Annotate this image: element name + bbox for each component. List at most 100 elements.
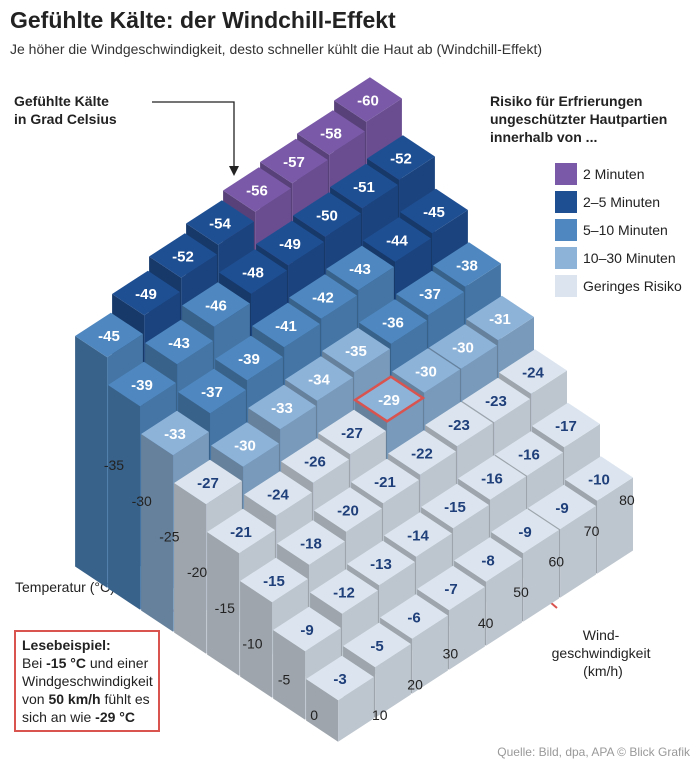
block-top xyxy=(466,295,534,341)
value-label: -51 xyxy=(353,179,375,196)
value-label: -60 xyxy=(357,93,379,110)
annotation-part: -15 °C xyxy=(46,655,86,671)
y-tick-label: 70 xyxy=(584,523,600,539)
block-top xyxy=(367,135,435,180)
value-label: -45 xyxy=(423,204,445,221)
block-top xyxy=(174,459,242,505)
value-label: -9 xyxy=(555,500,568,517)
block-top xyxy=(491,508,559,554)
annotation-part: Bei xyxy=(22,655,47,671)
value-label-line: in Grad Celsius xyxy=(14,111,117,127)
chart-title: Gefühlte Kälte: der Windchill-Effekt xyxy=(10,7,396,33)
value-label: -24 xyxy=(522,365,544,382)
block-top xyxy=(565,456,633,501)
value-label: -31 xyxy=(489,311,511,328)
highlight-outline xyxy=(352,375,426,423)
value-label: Gefühlte Kälte in Grad Celsius xyxy=(14,93,117,127)
value-label: -24 xyxy=(267,487,289,504)
block-top xyxy=(215,335,283,381)
value-label: -33 xyxy=(271,400,293,417)
value-label: -16 xyxy=(481,471,503,488)
value-label: -27 xyxy=(341,425,363,442)
block-right-face xyxy=(375,644,411,718)
x-tick-label: -10 xyxy=(242,636,262,652)
block-top xyxy=(256,220,324,266)
legend-title-line: ungeschützter Hautpartien xyxy=(490,111,667,127)
block-top xyxy=(211,422,279,467)
value-label: -45 xyxy=(98,328,120,345)
block-top xyxy=(281,438,349,483)
block: -3 xyxy=(306,655,374,742)
y-axis-label-line: geschwindigkeit xyxy=(552,645,651,661)
annotation-part: 50 km/h xyxy=(48,691,101,707)
value-label: -21 xyxy=(374,474,396,491)
blocks: -60-52-58-45-51-57-38-44-50-56-31-37-43-… xyxy=(75,77,633,742)
value-label: -38 xyxy=(456,258,478,275)
annotation-part: -29 °C xyxy=(95,709,135,725)
x-tick-label: -5 xyxy=(278,671,291,687)
block-top xyxy=(380,594,448,639)
block-top xyxy=(248,384,316,430)
legend-label: 2–5 Minuten xyxy=(583,194,660,210)
block-top xyxy=(417,565,485,611)
value-label: -44 xyxy=(386,233,408,250)
value-label: -9 xyxy=(300,622,313,639)
value-label: -41 xyxy=(275,318,297,335)
value-label: -23 xyxy=(485,393,507,410)
annotation-text: Bei -15 °C und einer Windgeschwindigkeit… xyxy=(22,654,153,726)
value-label: -50 xyxy=(316,208,338,225)
block-right-face xyxy=(523,530,559,622)
value-label: -30 xyxy=(452,340,474,357)
value-label: -23 xyxy=(448,417,470,434)
value-label: -30 xyxy=(415,364,437,381)
block-top xyxy=(334,77,402,122)
block-left-face xyxy=(75,336,108,588)
block-top xyxy=(207,508,275,554)
value-label: -16 xyxy=(518,447,540,464)
x-axis-label: Temperatur (°C) xyxy=(15,579,115,595)
value-label: -49 xyxy=(135,286,157,303)
y-axis-label: Wind- geschwindigkeit (km/h) xyxy=(552,627,655,679)
block-top xyxy=(244,471,312,516)
value-label: -5 xyxy=(370,638,383,655)
block-top xyxy=(351,458,419,504)
value-label: -8 xyxy=(481,553,494,570)
value-label-line: Gefühlte Kälte xyxy=(14,93,109,109)
value-label: -36 xyxy=(382,315,404,332)
block-right-face xyxy=(560,506,596,598)
block-top xyxy=(462,377,530,423)
legend-swatch xyxy=(555,219,577,241)
value-label: -14 xyxy=(407,528,429,545)
block-top xyxy=(260,138,328,184)
block-top xyxy=(75,312,143,358)
value-label: -56 xyxy=(246,183,268,200)
value-label: -6 xyxy=(407,610,420,627)
y-tick-label: 80 xyxy=(619,492,635,508)
annotation-title: Lesebeispiel: xyxy=(22,637,111,653)
annotation-box: Lesebeispiel: Bei -15 °C und einer Windg… xyxy=(14,630,160,732)
block-top xyxy=(400,188,468,234)
annotation-part: und einer Windgeschwindigkeit von xyxy=(22,655,153,707)
block-top xyxy=(433,242,501,287)
value-label: -39 xyxy=(238,351,260,368)
block-top xyxy=(178,368,246,414)
legend-title: Risiko für Erfrierungen ungeschützter Ha… xyxy=(490,93,671,145)
block-top xyxy=(454,537,522,582)
block-right-face xyxy=(486,558,522,646)
block-top xyxy=(310,569,378,614)
block-top xyxy=(149,233,217,278)
value-label: -15 xyxy=(444,499,466,516)
block-top xyxy=(322,327,390,373)
value-label: -18 xyxy=(300,536,322,553)
block-top xyxy=(293,192,361,237)
block-top xyxy=(396,270,464,316)
block-top xyxy=(388,430,456,475)
block-left-face xyxy=(141,434,174,632)
block-top xyxy=(532,402,600,448)
value-label: -37 xyxy=(419,286,441,303)
legend-swatch xyxy=(555,247,577,269)
legend-label: Geringes Risiko xyxy=(583,278,682,294)
annotation-part: fühlt es sich an wie xyxy=(22,691,150,725)
